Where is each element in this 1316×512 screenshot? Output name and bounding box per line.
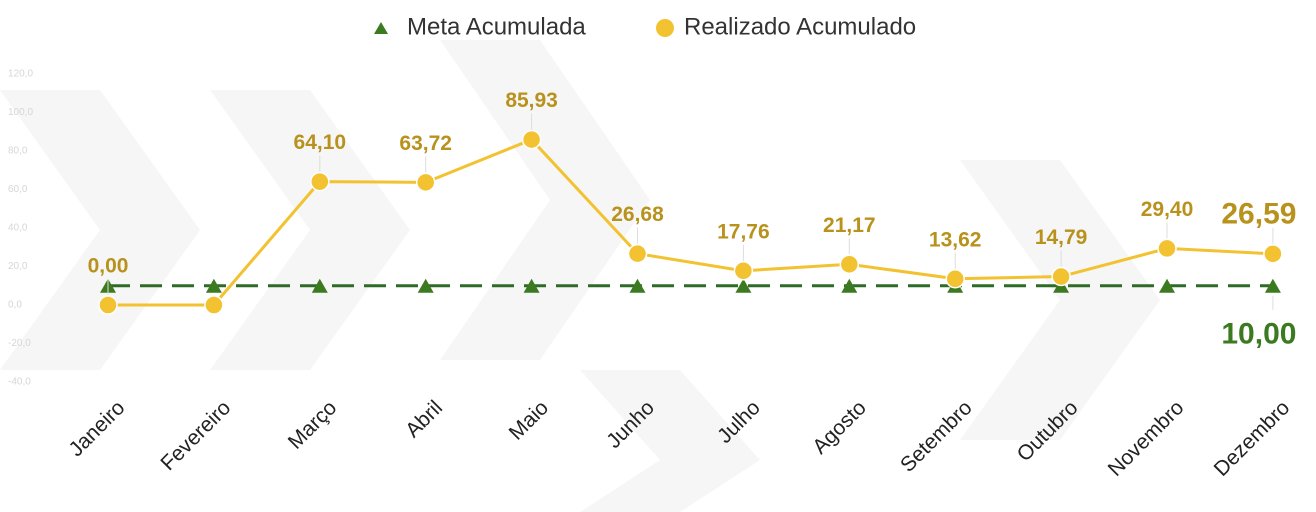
value-label: 26,59 (1221, 198, 1296, 231)
actual-marker (310, 171, 330, 192)
target-marker (841, 278, 858, 293)
actual-marker (1157, 238, 1177, 259)
target-marker (1159, 278, 1175, 293)
legend-marker (656, 19, 674, 37)
legend-marker (374, 22, 388, 34)
x-tick-label: Dezembro (1210, 396, 1295, 481)
x-tick-label: Fevereiro (156, 396, 235, 475)
y-tick-label: 100,0 (8, 107, 33, 118)
legend-label: Realizado Acumulado (684, 13, 916, 40)
target-marker (1264, 278, 1281, 293)
y-tick-label: -20,0 (8, 338, 31, 349)
actual-marker (98, 295, 118, 315)
actual-marker (521, 129, 542, 150)
actual-marker (1051, 266, 1071, 287)
y-tick-label: 0,0 (8, 300, 22, 311)
actual-marker (839, 254, 860, 274)
value-label: 64,10 (294, 131, 347, 154)
x-tick-label: Agosto (808, 396, 871, 459)
actual-marker (204, 295, 224, 315)
value-label: 17,76 (717, 220, 770, 243)
x-tick-label: Novembro (1104, 396, 1189, 481)
x-tick-label: Abril (401, 396, 447, 442)
target-marker (311, 278, 328, 293)
y-tick-label: 80,0 (8, 146, 28, 157)
y-tick-label: -40,0 (8, 377, 31, 388)
value-label: 26,68 (611, 203, 664, 226)
actual-line (108, 137, 1273, 307)
actual-marker (415, 172, 436, 193)
value-label: 13,62 (929, 228, 982, 251)
value-label: 10,00 (1221, 318, 1296, 351)
value-label: 63,72 (399, 132, 452, 155)
target-marker (205, 278, 222, 293)
value-label: 29,40 (1141, 198, 1194, 221)
y-tick-label: 120,0 (8, 69, 33, 80)
actual-marker (1263, 244, 1283, 264)
background-chevrons (0, 40, 1160, 512)
actual-marker (945, 269, 965, 289)
target-marker (523, 278, 540, 293)
actual-marker (733, 261, 754, 281)
target-marker (735, 278, 752, 293)
x-tick-label: Março (284, 396, 342, 454)
y-tick-label: 20,0 (8, 261, 28, 272)
target-marker (417, 278, 434, 293)
y-tick-label: 60,0 (8, 184, 28, 195)
value-label: 14,79 (1035, 226, 1088, 249)
x-tick-label: Maio (505, 396, 553, 444)
x-tick-label: Janeiro (64, 396, 129, 461)
y-tick-label: 40,0 (8, 223, 28, 234)
value-label: 21,17 (823, 214, 876, 237)
actual-marker (627, 243, 648, 264)
value-label: 0,00 (88, 255, 129, 278)
value-label: 85,93 (505, 89, 558, 112)
target-marker (629, 278, 646, 293)
legend-label: Meta Acumulada (407, 13, 586, 40)
